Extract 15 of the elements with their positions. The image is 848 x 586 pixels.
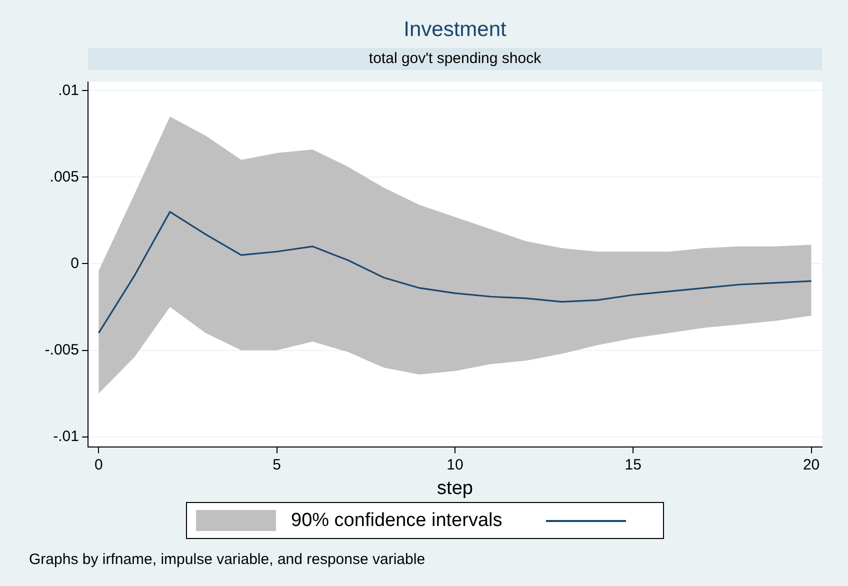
chart-title: Investment bbox=[402, 18, 508, 42]
legend-title: 90% confidence intervals bbox=[291, 510, 502, 532]
y-tick-label: 0 bbox=[70, 254, 79, 272]
x-tick-label: 20 bbox=[802, 456, 820, 474]
x-tick-label: 10 bbox=[446, 456, 464, 474]
y-tick-label: .01 bbox=[58, 82, 79, 99]
x-tick-label: 15 bbox=[624, 456, 642, 474]
x-axis-title: step bbox=[437, 478, 473, 499]
y-tick-label: .005 bbox=[50, 168, 79, 186]
y-tick-label: -.01 bbox=[53, 428, 79, 445]
text: Graphs by irfname, impulse variable, and response variable bbox=[29, 551, 426, 568]
y-tick-label: -.005 bbox=[44, 341, 79, 358]
chart-subtitle: total gov't spending shock bbox=[88, 48, 822, 70]
x-tick-label: 5 bbox=[272, 456, 282, 474]
x-tick-label: 0 bbox=[94, 456, 103, 474]
